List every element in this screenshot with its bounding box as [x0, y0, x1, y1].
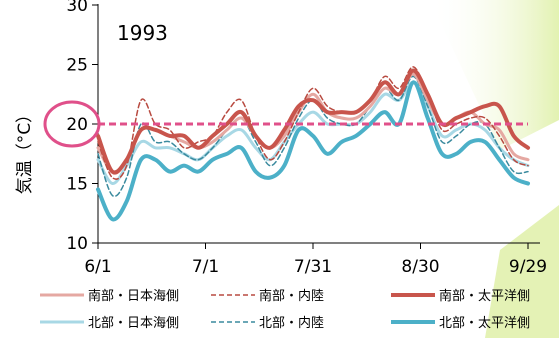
background-wash-top: [430, 0, 559, 150]
y-tick-label: 15: [66, 175, 88, 195]
y-ticks: 10 15 20 25 30: [66, 0, 98, 254]
y-tick-label: 10: [66, 234, 88, 254]
series-lines: [96, 66, 530, 222]
x-tick-label: 9/29: [509, 257, 547, 277]
chart-title: 1993: [117, 21, 168, 45]
series-line: [96, 68, 530, 175]
legend-label: 南部・日本海側: [88, 288, 179, 304]
series-line: [97, 66, 529, 180]
x-ticks: 6/1 7/1 7/31 8/30 9/29: [84, 243, 547, 277]
y-axis-label: 気温（°C）: [15, 106, 35, 194]
y-tick-label: 25: [66, 56, 88, 76]
x-tick-label: 7/1: [192, 257, 219, 277]
legend-label: 北部・日本海側: [88, 316, 179, 331]
y-axis-label-main: 気温: [15, 160, 35, 194]
x-tick-label: 7/31: [294, 257, 332, 277]
y-axis-label-unit: （°C）: [15, 106, 35, 160]
series-line: [96, 80, 530, 222]
x-tick-label: 8/30: [401, 257, 439, 277]
series-line: [96, 80, 530, 185]
background-wash-bottom: [485, 205, 559, 338]
legend-label: 北部・太平洋側: [439, 316, 530, 331]
y-tick-label: 20: [66, 115, 88, 135]
highlight-circle: [43, 100, 101, 148]
legend-label: 南部・内陸: [259, 288, 324, 304]
legend-label: 北部・内陸: [259, 315, 324, 331]
legend-label: 南部・太平洋側: [439, 288, 530, 304]
y-tick-label: 30: [66, 0, 88, 16]
highlight: [43, 100, 528, 148]
x-tick-label: 6/1: [84, 257, 111, 277]
